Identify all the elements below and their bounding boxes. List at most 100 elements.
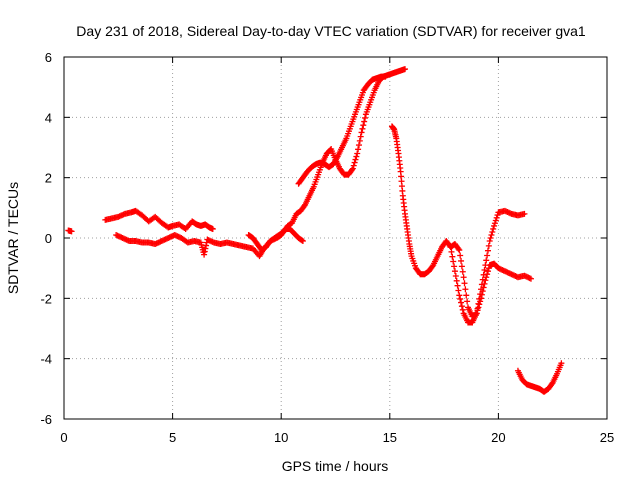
data-point: [355, 142, 362, 149]
data-point: [521, 210, 528, 217]
data-point: [478, 295, 485, 302]
data-point: [362, 114, 369, 121]
y-tick-label: 0: [45, 231, 52, 246]
data-point: [351, 159, 358, 166]
data-point: [454, 282, 461, 289]
data-point: [486, 238, 493, 245]
data-point: [491, 220, 498, 227]
data-point: [349, 165, 356, 172]
data-point: [301, 203, 308, 210]
x-tick-label: 25: [600, 430, 614, 445]
data-point: [201, 251, 208, 258]
data-points: [65, 66, 565, 395]
data-point: [473, 310, 480, 317]
data-point: [457, 252, 464, 259]
data-point: [456, 292, 463, 299]
data-point: [482, 277, 489, 284]
data-point: [353, 153, 360, 160]
data-point: [201, 248, 208, 255]
data-point: [450, 258, 457, 265]
data-point: [481, 280, 488, 287]
data-point: [548, 381, 555, 388]
data-point: [461, 280, 468, 287]
data-point: [485, 242, 492, 249]
y-axis-label: SDTVAR / TECUs: [5, 182, 21, 294]
y-tick-label: 6: [45, 50, 52, 65]
data-point: [361, 118, 368, 125]
data-point: [459, 306, 466, 313]
data-point: [483, 274, 490, 281]
data-point: [558, 360, 565, 367]
y-tick-label: -6: [40, 412, 52, 427]
y-tick-label: 4: [45, 110, 52, 125]
y-tick-label: 2: [45, 171, 52, 186]
data-point: [299, 238, 306, 245]
y-tick-label: -2: [40, 291, 52, 306]
data-point: [493, 214, 500, 221]
data-point: [494, 212, 501, 219]
data-point: [464, 298, 471, 305]
x-tick-labels: 0 5 10 15 20 25: [60, 430, 614, 445]
data-point: [481, 266, 488, 273]
chart-title: Day 231 of 2018, Sidereal Day-to-day VTE…: [76, 23, 586, 39]
y-tick-label: -4: [40, 352, 52, 367]
data-point: [355, 146, 362, 153]
data-point: [429, 263, 436, 270]
data-point: [455, 287, 462, 294]
data-point: [203, 242, 210, 249]
data-point: [479, 288, 486, 295]
data-point: [458, 303, 465, 310]
data-point: [488, 231, 495, 238]
x-tick-label: 5: [169, 430, 176, 445]
data-point: [358, 129, 365, 136]
x-tick-label: 20: [491, 430, 505, 445]
data-point: [475, 304, 482, 311]
data-point: [490, 225, 497, 232]
data-point: [449, 253, 456, 260]
data-point: [460, 274, 467, 281]
x-tick-label: 15: [383, 430, 397, 445]
grid-lines: [64, 57, 607, 419]
data-point: [483, 257, 490, 264]
data-point: [492, 217, 499, 224]
data-point: [489, 228, 496, 235]
data-point: [484, 247, 491, 254]
data-point: [356, 137, 363, 144]
data-point: [354, 150, 361, 157]
data-point: [458, 299, 465, 306]
data-point: [476, 301, 483, 308]
data-point: [451, 263, 458, 270]
data-point: [484, 271, 491, 278]
data-point: [463, 292, 470, 299]
x-tick-label: 0: [60, 430, 67, 445]
data-point: [478, 291, 485, 298]
data-point: [453, 277, 460, 284]
x-axis-label: GPS time / hours: [282, 458, 389, 474]
data-point: [456, 247, 463, 254]
plot-frame: [63, 56, 608, 420]
axis-ticks: [63, 56, 608, 420]
data-point: [459, 268, 466, 275]
data-point: [352, 156, 359, 163]
data-point: [68, 228, 75, 235]
data-point: [202, 245, 209, 252]
data-point: [491, 222, 498, 229]
data-point: [209, 225, 216, 232]
data-point: [448, 248, 455, 255]
data-point: [527, 275, 534, 282]
x-tick-label: 10: [274, 430, 288, 445]
data-point: [484, 252, 491, 259]
data-point: [458, 263, 465, 270]
data-point: [455, 245, 462, 252]
data-point: [359, 125, 366, 132]
data-point: [487, 235, 494, 241]
data-point: [484, 268, 491, 275]
data-point: [350, 162, 357, 169]
data-point: [480, 284, 487, 291]
data-point: [457, 295, 464, 302]
y-tick-labels: -6 -4 -2 0 2 4 6: [40, 50, 52, 427]
data-point: [382, 73, 389, 80]
data-point: [477, 298, 484, 305]
data-point: [402, 66, 409, 73]
